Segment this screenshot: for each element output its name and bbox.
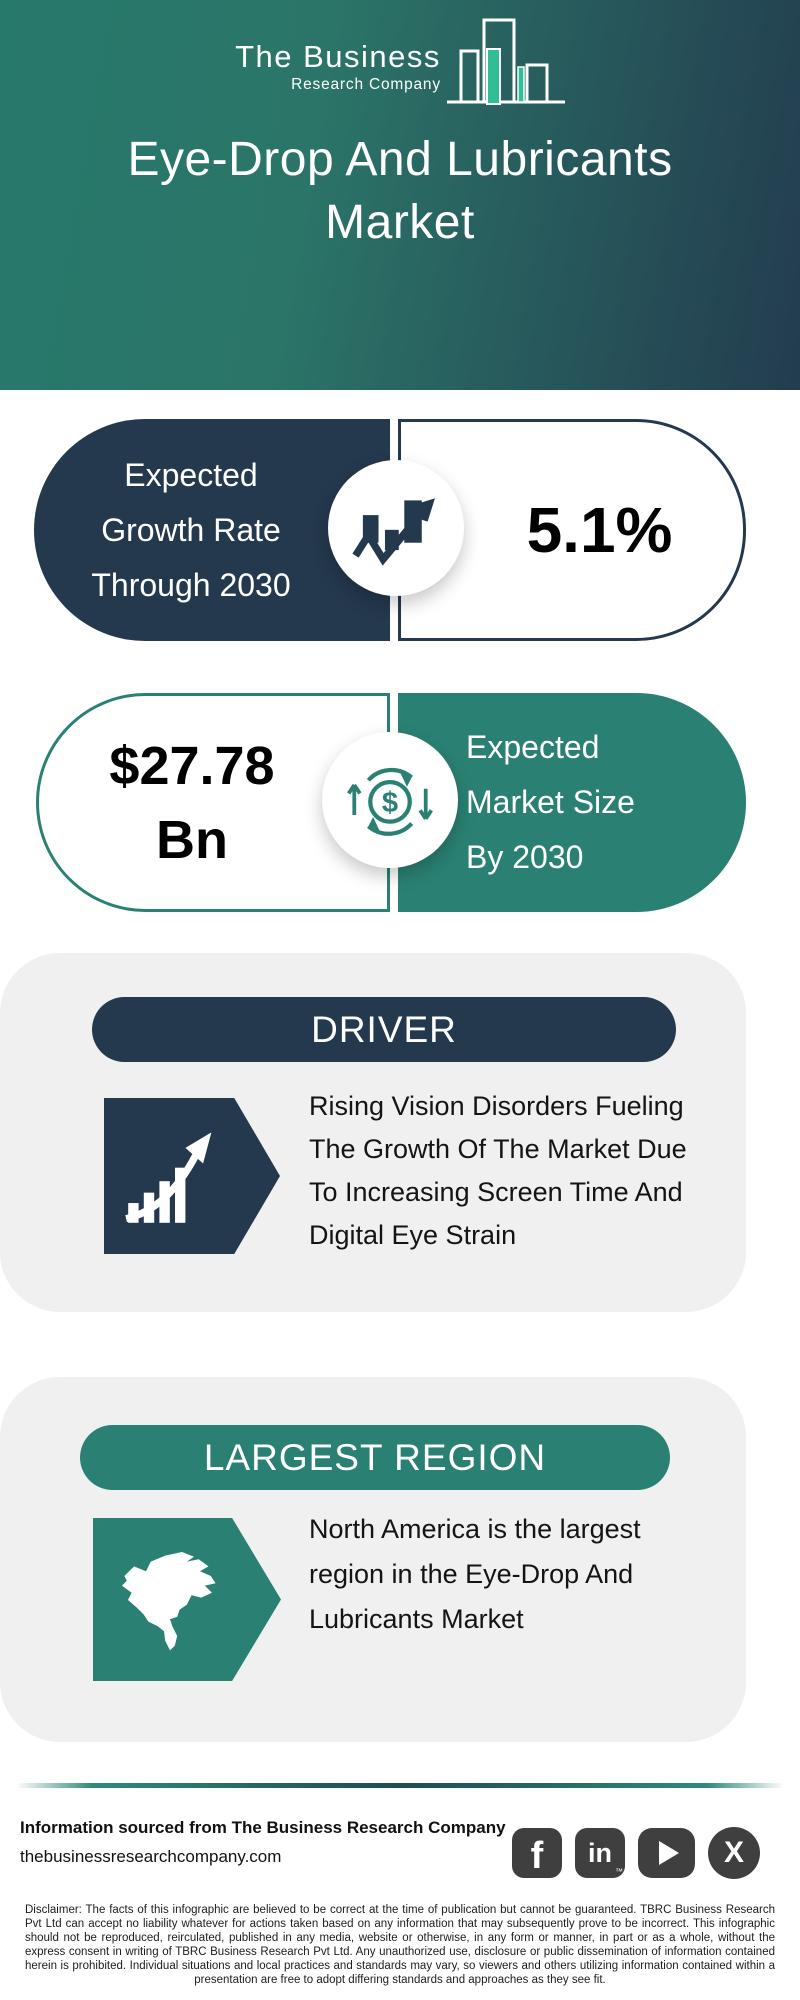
disclaimer-text: Disclaimer: The facts of this infographi… [25, 1904, 775, 1986]
market-size-value-line1: $27.78 [109, 735, 275, 796]
linkedin-icon[interactable]: in ™ [575, 1828, 625, 1878]
brand-subname: Research Company [291, 76, 441, 93]
growth-label-line1: Expected [124, 456, 258, 493]
driver-text-line4: Digital Eye Strain [309, 1220, 517, 1250]
largest-region-text: North America is the largest region in t… [309, 1507, 641, 1642]
market-size-stat: $27.78 Bn Expected Market Size By 2030 $ [36, 693, 746, 912]
market-size-label-line2: Market Size [466, 784, 635, 820]
largest-region-icon-shape [93, 1518, 281, 1681]
growth-label-line2: Growth Rate [101, 511, 281, 548]
driver-heading: DRIVER [311, 1008, 457, 1050]
facebook-icon[interactable]: f [512, 1828, 562, 1878]
north-america-map-icon [122, 1551, 216, 1650]
largest-region-text-line2: region in the Eye-Drop And [309, 1559, 634, 1589]
growth-bars-arrow-icon [125, 1132, 212, 1223]
logo-bar-chart-icon [446, 18, 565, 105]
market-size-label-line3: By 2030 [466, 839, 584, 875]
page-title: Eye-Drop And Lubricants Market [0, 128, 800, 254]
driver-icon-shape [104, 1098, 280, 1254]
source-line: Information sourced from The Business Re… [20, 1818, 506, 1837]
driver-text: Rising Vision Disorders Fueling The Grow… [309, 1085, 687, 1257]
x-glyph: X [723, 1836, 744, 1869]
play-triangle [659, 1841, 679, 1865]
driver-text-line2: The Growth Of The Market Due [309, 1134, 687, 1164]
linkedin-tm: ™ [615, 1867, 623, 1876]
driver-text-line1: Rising Vision Disorders Fueling [309, 1091, 684, 1121]
page-title-line2: Market [325, 196, 475, 249]
growth-rate-stat: Expected Growth Rate Through 2030 5.1% [34, 419, 746, 641]
largest-region-card: LARGEST REGION North America is the larg… [0, 1377, 746, 1742]
driver-text-line3: To Increasing Screen Time And [309, 1177, 683, 1207]
linkedin-glyph: in [588, 1837, 612, 1868]
market-size-value-line2: Bn [156, 809, 228, 870]
driver-heading-pill: DRIVER [92, 997, 676, 1062]
dollar-exchange-icon: $ [347, 767, 433, 836]
youtube-icon[interactable] [638, 1828, 695, 1878]
largest-region-text-line3: Lubricants Market [309, 1604, 524, 1634]
page-title-line1: Eye-Drop And Lubricants [127, 133, 673, 186]
driver-card: DRIVER Rising Vision Disorders Fueling T… [0, 953, 746, 1312]
growth-label-line3: Through 2030 [91, 566, 291, 603]
largest-region-text-line1: North America is the largest [309, 1514, 641, 1544]
facebook-glyph: f [530, 1835, 544, 1877]
trend-up-bar-chart-icon [352, 498, 435, 566]
footer-divider [16, 1783, 784, 1788]
market-size-label-line1: Expected [466, 729, 600, 765]
largest-region-heading-pill: LARGEST REGION [80, 1425, 670, 1490]
x-twitter-icon[interactable]: X [708, 1827, 760, 1879]
market-size-icon-badge: $ [322, 732, 458, 868]
growth-rate-label-pill: Expected Growth Rate Through 2030 [34, 419, 390, 641]
brand-logo: The Business Research Company [0, 14, 800, 106]
source-info: Information sourced from The Business Re… [20, 1813, 506, 1871]
brand-logo-text: The Business Research Company [235, 41, 441, 106]
hero-banner: The Business Research Company Eye-Drop A… [0, 0, 800, 390]
largest-region-heading: LARGEST REGION [203, 1436, 547, 1478]
svg-text:$: $ [382, 787, 398, 819]
growth-rate-value: 5.1% [526, 494, 673, 566]
brand-name: The Business [235, 39, 441, 74]
social-links: f in ™ X [512, 1827, 760, 1879]
growth-rate-icon-badge [328, 460, 464, 596]
source-website[interactable]: thebusinessresearchcompany.com [20, 1847, 282, 1866]
